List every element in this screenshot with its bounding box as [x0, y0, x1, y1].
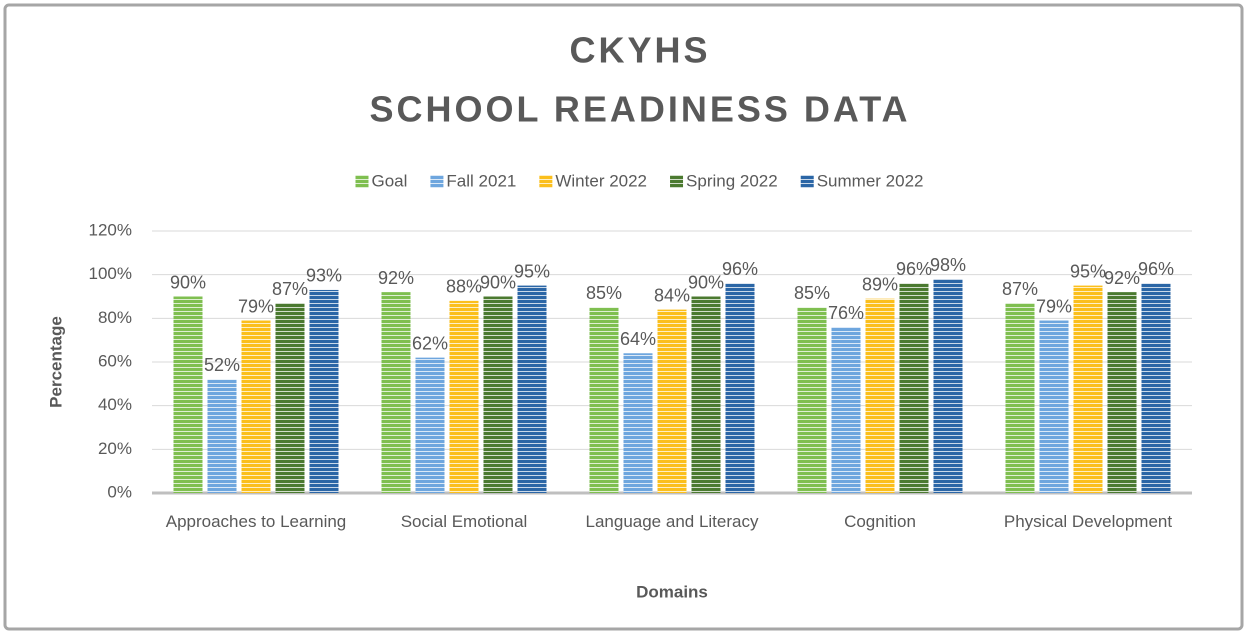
data-label: 92%: [1104, 268, 1140, 288]
bar: [275, 303, 305, 493]
legend-swatch: [539, 175, 553, 188]
bar: [797, 307, 827, 493]
bar: [1107, 292, 1137, 493]
legend-swatch: [355, 175, 369, 188]
data-label: 93%: [306, 266, 342, 286]
data-label: 89%: [862, 274, 898, 294]
bar: [381, 292, 411, 493]
data-label: 90%: [480, 272, 516, 292]
data-label: 76%: [828, 303, 864, 323]
data-label: 62%: [412, 333, 448, 353]
data-label: 90%: [170, 272, 206, 292]
bar: [657, 309, 687, 493]
data-label: 85%: [794, 283, 830, 303]
bar: [309, 289, 339, 493]
bar: [623, 353, 653, 493]
legend-swatch: [670, 175, 684, 188]
bar: [241, 320, 271, 493]
y-tick-label: 40%: [98, 395, 132, 414]
legend-label: Fall 2021: [446, 171, 516, 190]
bar: [173, 296, 203, 493]
x-tick-label: Physical Development: [1003, 512, 1173, 531]
x-tick-label: Language and Literacy: [585, 512, 759, 531]
bar: [899, 283, 929, 493]
x-tick-label: Cognition: [844, 512, 916, 531]
data-label: 96%: [722, 259, 758, 279]
y-tick-label: 0%: [107, 482, 132, 501]
legend-label: Spring 2022: [686, 171, 778, 190]
legend-swatch: [430, 175, 444, 188]
legend-label: Goal: [372, 171, 408, 190]
data-label: 98%: [930, 255, 966, 275]
y-tick-label: 80%: [98, 308, 132, 327]
data-label: 95%: [514, 261, 550, 281]
y-axis-title: Percentage: [46, 316, 65, 408]
bar: [589, 307, 619, 493]
data-label: 90%: [688, 272, 724, 292]
bar: [517, 285, 547, 493]
data-label: 85%: [586, 283, 622, 303]
legend-label: Winter 2022: [555, 171, 647, 190]
bar: [865, 298, 895, 493]
data-label: 87%: [1002, 279, 1038, 299]
data-label: 64%: [620, 329, 656, 349]
data-label: 84%: [654, 285, 690, 305]
y-tick-label: 20%: [98, 439, 132, 458]
data-label: 96%: [896, 259, 932, 279]
data-label: 88%: [446, 277, 482, 297]
data-label: 52%: [204, 355, 240, 375]
bar: [483, 296, 513, 493]
y-tick-label: 100%: [89, 264, 132, 283]
x-tick-label: Approaches to Learning: [165, 512, 347, 531]
bar: [207, 379, 237, 493]
bar: [1141, 283, 1171, 493]
data-label: 79%: [238, 296, 274, 316]
bar: [933, 279, 963, 493]
data-label: 92%: [378, 268, 414, 288]
bar: [1005, 303, 1035, 493]
data-label: 87%: [272, 279, 308, 299]
x-tick-label: Social Emotional: [400, 512, 528, 531]
bar: [449, 300, 479, 493]
y-tick-label: 120%: [89, 220, 132, 239]
x-axis-title: Domains: [636, 582, 708, 601]
chart-subtitle: SCHOOL READINESS DATA: [369, 89, 910, 130]
legend-swatch: [800, 175, 814, 188]
legend-label: Summer 2022: [817, 171, 924, 190]
bar: [1039, 320, 1069, 493]
y-tick-label: 60%: [98, 351, 132, 370]
bar: [691, 296, 721, 493]
data-label: 79%: [1036, 296, 1072, 316]
data-label: 95%: [1070, 261, 1106, 281]
bar: [1073, 285, 1103, 493]
chart-title: CKYHS: [569, 30, 710, 71]
bar: [831, 327, 861, 493]
bar: [415, 357, 445, 493]
data-label: 96%: [1138, 259, 1174, 279]
bar: [725, 283, 755, 493]
